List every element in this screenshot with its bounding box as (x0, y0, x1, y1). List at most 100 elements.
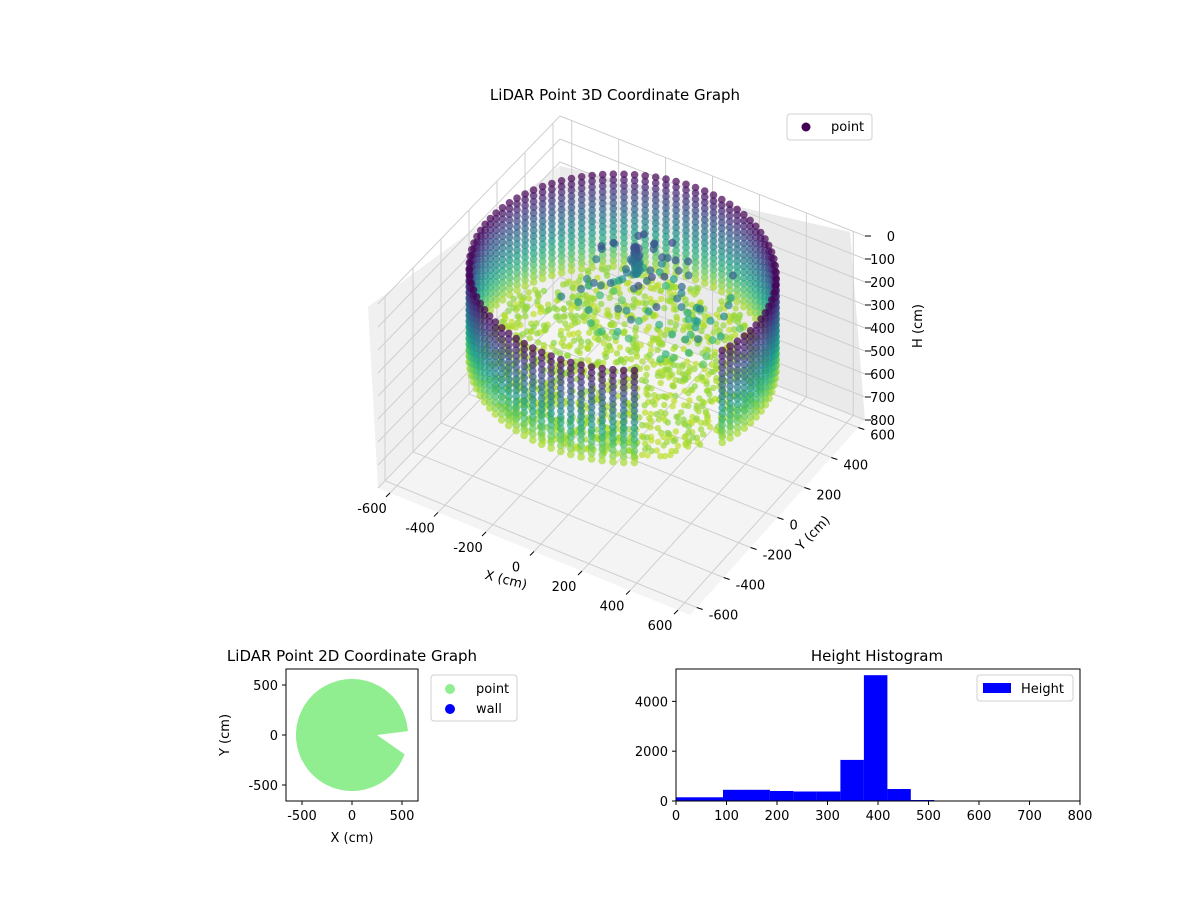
x-tick-label-hist: 700 (1017, 809, 1042, 824)
point-3d (547, 381, 555, 389)
point-3d (662, 186, 670, 195)
point-3d (734, 318, 742, 326)
point-3d (584, 345, 592, 352)
point-3d (520, 420, 528, 428)
point-3d (588, 211, 596, 220)
point-3d (724, 301, 733, 310)
point-3d (757, 315, 765, 323)
point-3d (700, 221, 709, 230)
point-3d (633, 353, 641, 360)
point-3d (711, 351, 718, 359)
point-3d (718, 259, 726, 267)
point-3d (491, 358, 500, 367)
point-3d (537, 354, 546, 362)
point-3d (587, 443, 596, 452)
point-3d (520, 357, 528, 365)
point-3d (683, 308, 692, 317)
point-3d (513, 211, 521, 220)
point-3d (691, 223, 700, 232)
point-3d (548, 231, 556, 240)
point-3d (485, 318, 494, 326)
point-3d (548, 185, 556, 194)
point-3d (492, 289, 500, 298)
point-3d (567, 450, 575, 459)
point-3d (492, 301, 500, 309)
point-3d (551, 304, 558, 312)
point-3d (672, 217, 680, 226)
y-tick-label-3d: 0 (790, 519, 798, 534)
point-3d (718, 381, 726, 389)
point-3d (682, 220, 690, 229)
point-3d (577, 453, 585, 461)
x-tick-3d (625, 590, 631, 595)
point-3d (693, 285, 700, 292)
point-3d (598, 376, 606, 384)
point-3d (512, 403, 520, 412)
point-3d (588, 217, 596, 226)
point-3d (718, 363, 726, 372)
points-3d (465, 170, 780, 467)
point-3d (498, 278, 507, 287)
point-3d (620, 239, 628, 248)
x-tick-label-3d: -400 (405, 521, 435, 536)
point-3d (662, 215, 670, 224)
point-3d (622, 306, 631, 315)
point-3d (586, 319, 595, 328)
point-3d (699, 360, 708, 369)
point-3d (587, 369, 596, 377)
point-3d (682, 376, 689, 383)
point-3d (733, 222, 741, 231)
point-3d (513, 217, 521, 225)
point-3d (588, 246, 596, 254)
point-3d (538, 194, 547, 202)
point-3d (557, 418, 565, 427)
point-3d (492, 232, 500, 240)
point-3d (672, 212, 680, 220)
point-3d (718, 438, 726, 447)
point-3d (537, 400, 546, 408)
point-3d (733, 217, 741, 225)
point-3d (538, 228, 547, 237)
point-3d (512, 334, 520, 343)
point-3d (691, 212, 700, 220)
y-tick-3d (750, 547, 757, 550)
point-3d (700, 250, 709, 259)
point-3d (596, 281, 605, 290)
point-3d (598, 188, 607, 196)
point-3d (733, 205, 741, 214)
point-3d (733, 280, 741, 288)
point-3d (619, 395, 628, 403)
point-3d (485, 358, 494, 366)
point-3d (587, 363, 596, 371)
point-3d (557, 384, 565, 393)
point-3d (486, 254, 495, 263)
chart-3d-title: LiDAR Point 3D Coordinate Graph (490, 86, 740, 104)
point-3d (752, 367, 760, 375)
point-3d (598, 382, 606, 390)
point-3d (633, 244, 643, 253)
point-3d (632, 327, 639, 335)
point-3d (651, 219, 660, 227)
point-3d (537, 417, 546, 426)
point-3d (662, 204, 670, 212)
point-3d (641, 183, 649, 192)
point-3d (587, 380, 596, 389)
point-3d (669, 353, 678, 362)
point-3d (598, 193, 607, 202)
point-3d (587, 420, 596, 429)
x-axis-label-3d: X (cm) (483, 568, 528, 593)
point-3d (598, 370, 606, 379)
point-3d (557, 430, 565, 439)
point-3d (521, 190, 529, 198)
y-tick-label-hist: 0 (660, 795, 668, 810)
point-3d (513, 286, 521, 295)
point-3d (485, 392, 494, 401)
point-3d (630, 194, 639, 202)
point-3d (609, 388, 617, 397)
point-3d (486, 272, 495, 280)
point-3d (504, 375, 513, 384)
point-3d (513, 280, 521, 289)
point-3d (733, 417, 742, 426)
point-3d (619, 441, 628, 449)
